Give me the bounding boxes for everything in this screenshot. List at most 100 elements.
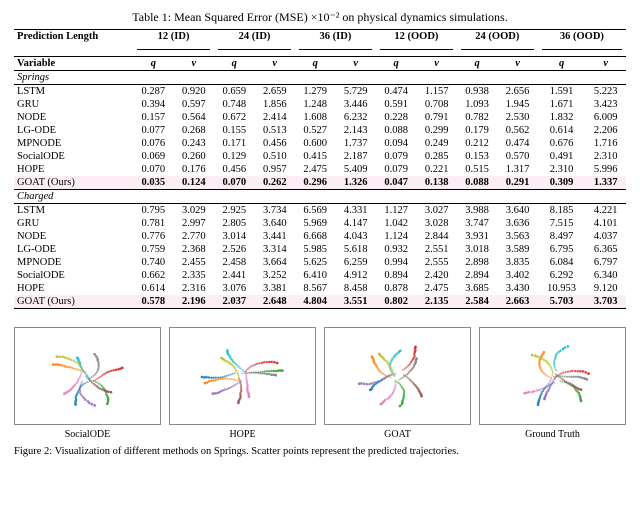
value-cell: 3.423	[585, 98, 626, 111]
table-row: LG-ODE0.0770.2680.1550.5130.5272.1430.08…	[14, 124, 626, 137]
value-cell: 0.079	[376, 163, 416, 176]
value-cell: 3.640	[497, 204, 537, 218]
value-cell: 1.124	[376, 230, 416, 243]
value-cell: 3.027	[416, 204, 456, 218]
value-cell: 0.781	[133, 217, 173, 230]
value-cell: 0.260	[174, 150, 214, 163]
value-cell: 0.513	[255, 124, 295, 137]
value-cell: 6.232	[335, 111, 375, 124]
panel-label: Ground Truth	[479, 429, 626, 440]
value-cell: 1.326	[335, 176, 375, 190]
value-cell: 2.663	[497, 295, 537, 309]
value-cell: 2.187	[335, 150, 375, 163]
method-cell: HOPE	[14, 282, 133, 295]
figure-caption-rest: Visualization of different methods on Sp…	[52, 446, 459, 457]
value-cell: 4.043	[335, 230, 375, 243]
value-cell: 2.925	[214, 204, 254, 218]
value-cell: 8.458	[335, 282, 375, 295]
value-cell: 0.079	[376, 150, 416, 163]
method-cell: GRU	[14, 217, 133, 230]
value-cell: 0.088	[376, 124, 416, 137]
value-cell: 0.614	[538, 124, 586, 137]
panel-goat: GOAT	[324, 327, 471, 440]
value-cell: 0.676	[538, 137, 586, 150]
value-cell: 1.671	[538, 98, 586, 111]
value-cell: 2.997	[174, 217, 214, 230]
method-cell: MPNODE	[14, 137, 133, 150]
table-row: HOPE0.0700.1760.4560.9572.4755.4090.0790…	[14, 163, 626, 176]
value-cell: 0.299	[416, 124, 456, 137]
value-cell: 5.618	[335, 243, 375, 256]
header-col-2: q	[214, 57, 254, 71]
value-cell: 1.337	[585, 176, 626, 190]
value-cell: 1.608	[295, 111, 335, 124]
value-cell: 6.259	[335, 256, 375, 269]
value-cell: 3.076	[214, 282, 254, 295]
value-cell: 0.157	[133, 111, 173, 124]
value-cell: 1.279	[295, 85, 335, 99]
value-cell: 2.143	[335, 124, 375, 137]
header-col-3: v	[255, 57, 295, 71]
table-row: MPNODE0.0760.2430.1710.4560.6001.7370.09…	[14, 137, 626, 150]
method-cell: LSTM	[14, 204, 133, 218]
value-cell: 1.317	[497, 163, 537, 176]
value-cell: 0.124	[174, 176, 214, 190]
value-cell: 0.510	[255, 150, 295, 163]
value-cell: 3.252	[255, 269, 295, 282]
value-cell: 2.135	[416, 295, 456, 309]
value-cell: 2.441	[214, 269, 254, 282]
value-cell: 0.035	[133, 176, 173, 190]
header-col-1: v	[174, 57, 214, 71]
value-cell: 3.589	[497, 243, 537, 256]
table-row: GOAT (Ours)0.5782.1962.0372.6484.8043.55…	[14, 295, 626, 309]
value-cell: 4.331	[335, 204, 375, 218]
value-cell: 2.037	[214, 295, 254, 309]
panel-label: GOAT	[324, 429, 471, 440]
value-cell: 3.747	[457, 217, 497, 230]
table-row: LSTM0.2870.9200.6592.6591.2795.7290.4741…	[14, 85, 626, 99]
value-cell: 0.069	[133, 150, 173, 163]
value-cell: 6.410	[295, 269, 335, 282]
value-cell: 0.791	[416, 111, 456, 124]
header-col-9: v	[497, 57, 537, 71]
table-row: NODE0.7762.7703.0143.4416.6684.0431.1242…	[14, 230, 626, 243]
value-cell: 0.600	[295, 137, 335, 150]
value-cell: 0.527	[295, 124, 335, 137]
value-cell: 5.969	[295, 217, 335, 230]
table-row: NODE0.1570.5640.6722.4141.6086.2320.2280…	[14, 111, 626, 124]
value-cell: 6.365	[585, 243, 626, 256]
value-cell: 0.070	[133, 163, 173, 176]
header-group-1: 24 (ID)	[214, 30, 295, 44]
value-cell: 0.262	[255, 176, 295, 190]
section-charged: Charged	[14, 190, 626, 204]
value-cell: 3.640	[255, 217, 295, 230]
value-cell: 0.491	[538, 150, 586, 163]
value-cell: 8.185	[538, 204, 586, 218]
value-cell: 0.782	[457, 111, 497, 124]
value-cell: 1.856	[255, 98, 295, 111]
figure-caption-lead: Figure 2:	[14, 446, 52, 457]
value-cell: 0.155	[214, 124, 254, 137]
value-cell: 2.555	[416, 256, 456, 269]
value-cell: 0.474	[497, 137, 537, 150]
value-cell: 2.310	[538, 163, 586, 176]
value-cell: 0.456	[214, 163, 254, 176]
value-cell: 0.129	[214, 150, 254, 163]
value-cell: 0.672	[214, 111, 254, 124]
value-cell: 3.446	[335, 98, 375, 111]
value-cell: 0.070	[214, 176, 254, 190]
value-cell: 0.296	[295, 176, 335, 190]
value-cell: 0.076	[133, 137, 173, 150]
panel-label: SocialODE	[14, 429, 161, 440]
panel-ground-truth: Ground Truth	[479, 327, 626, 440]
value-cell: 0.759	[133, 243, 173, 256]
value-cell: 1.157	[416, 85, 456, 99]
value-cell: 2.475	[416, 282, 456, 295]
value-cell: 0.179	[457, 124, 497, 137]
value-cell: 0.795	[133, 204, 173, 218]
value-cell: 6.795	[538, 243, 586, 256]
value-cell: 0.515	[457, 163, 497, 176]
table-caption: Table 1: Mean Squared Error (MSE) ×10⁻² …	[14, 10, 626, 25]
value-cell: 0.171	[214, 137, 254, 150]
value-cell: 3.018	[457, 243, 497, 256]
